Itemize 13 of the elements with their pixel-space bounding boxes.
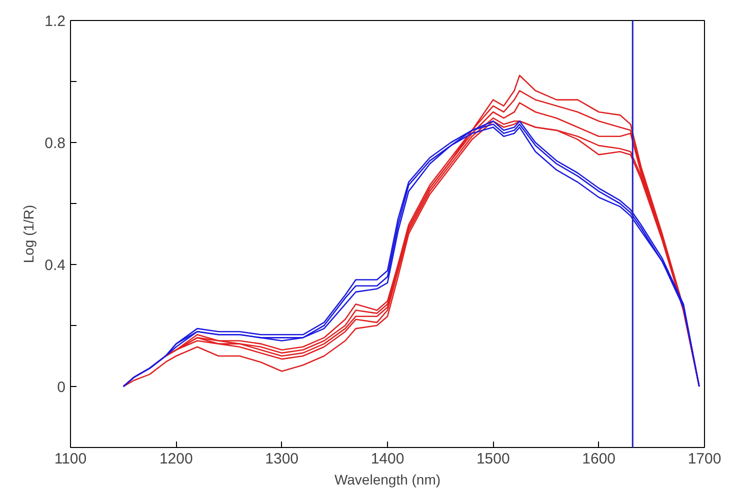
y-axis-title: Log (1/R) xyxy=(20,204,37,264)
x-tick-label: 1700 xyxy=(688,450,722,468)
y-tick-label: 0.8 xyxy=(44,135,66,152)
x-tick-label: 1500 xyxy=(476,450,510,468)
y-tick-label: 0.4 xyxy=(44,257,66,274)
x-axis-title: Wavelength (nm) xyxy=(334,472,441,488)
x-tick-label: 1600 xyxy=(582,450,616,468)
x-tick-label: 1200 xyxy=(159,450,193,468)
x-tick-label: 1400 xyxy=(370,450,404,468)
x-tick-label: 1300 xyxy=(265,450,299,468)
y-tick-label: 0 xyxy=(57,379,66,396)
x-tick-label: 1100 xyxy=(54,450,87,468)
y-tick-label: 1.2 xyxy=(44,13,66,30)
